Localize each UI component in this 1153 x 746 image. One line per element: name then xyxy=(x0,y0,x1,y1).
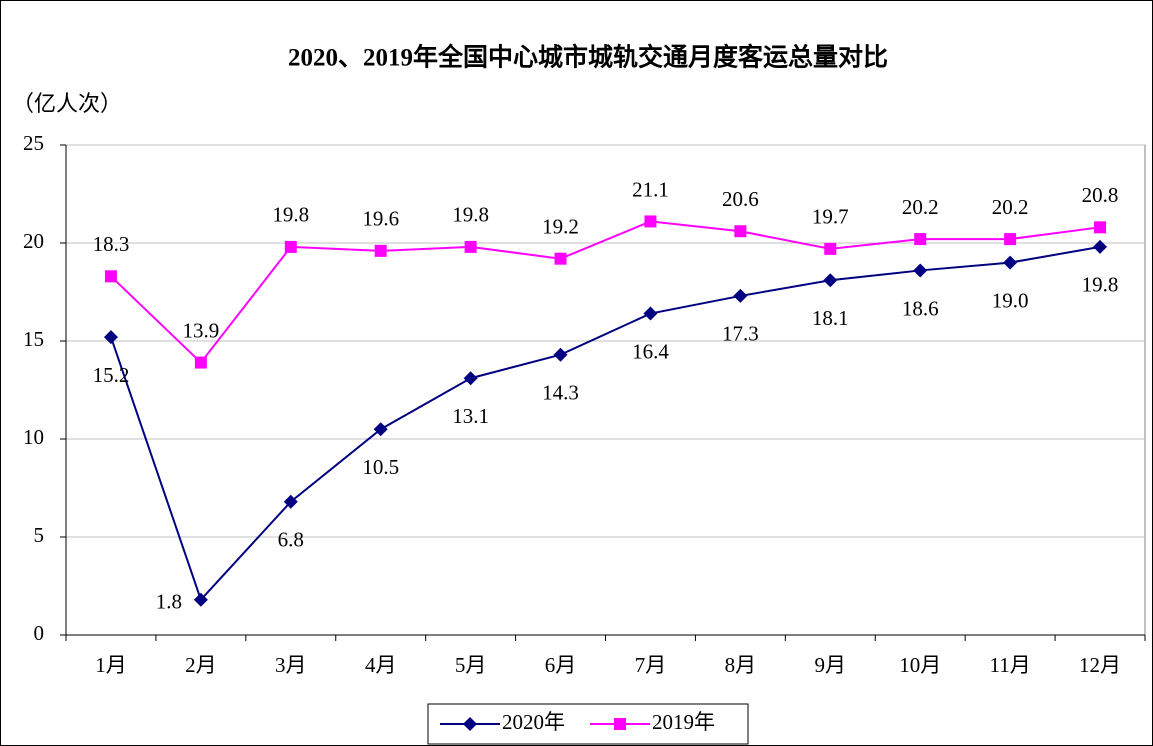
data-label: 6.8 xyxy=(278,528,304,552)
y-tick-label: 15 xyxy=(23,327,44,351)
data-point xyxy=(103,330,118,345)
data-label: 19.2 xyxy=(542,214,579,238)
data-label: 20.2 xyxy=(902,195,939,219)
data-point xyxy=(644,215,657,228)
data-label: 1.8 xyxy=(156,590,182,614)
data-label: 17.3 xyxy=(722,322,759,346)
series-line xyxy=(110,245,1101,602)
data-point xyxy=(734,225,747,238)
x-tick-label: 4月 xyxy=(365,653,397,677)
data-label: 20.6 xyxy=(722,187,759,211)
x-tick-label: 12月 xyxy=(1079,653,1121,677)
data-label: 20.8 xyxy=(1082,183,1119,207)
data-point xyxy=(104,270,117,283)
data-label: 19.8 xyxy=(452,203,489,227)
data-label: 19.7 xyxy=(812,205,849,229)
data-point xyxy=(373,422,388,437)
data-label: 16.4 xyxy=(632,339,669,363)
x-tick-label: 2月 xyxy=(185,653,217,677)
data-point xyxy=(1004,233,1017,246)
legend-label: 2020年 xyxy=(502,710,565,734)
data-label: 20.2 xyxy=(992,195,1029,219)
data-label: 19.8 xyxy=(272,203,309,227)
y-tick-label: 0 xyxy=(34,621,45,645)
x-tick-label: 3月 xyxy=(275,653,307,677)
data-point xyxy=(643,306,658,321)
legend-label: 2019年 xyxy=(652,710,715,734)
data-label: 19.6 xyxy=(362,207,399,231)
data-point xyxy=(914,233,927,246)
data-label: 15.2 xyxy=(93,363,130,387)
data-label: 13.9 xyxy=(183,318,220,342)
x-tick-label: 11月 xyxy=(990,653,1031,677)
data-point xyxy=(374,244,387,257)
y-axis-label: （亿人次） xyxy=(12,91,122,116)
data-point xyxy=(1093,239,1108,254)
data-point xyxy=(824,242,837,255)
legend-marker xyxy=(463,717,477,731)
y-tick-label: 10 xyxy=(23,425,44,449)
data-label: 13.1 xyxy=(452,404,489,428)
data-point xyxy=(733,288,748,303)
x-tick-label: 5月 xyxy=(455,653,487,677)
data-point xyxy=(913,263,928,278)
data-point xyxy=(193,592,208,607)
series-line xyxy=(110,220,1101,365)
legend-marker xyxy=(614,718,626,730)
x-tick-label: 1月 xyxy=(95,653,127,677)
data-label: 19.8 xyxy=(1082,273,1119,297)
data-point xyxy=(1094,221,1107,234)
y-tick-label: 25 xyxy=(23,131,44,155)
data-label: 10.5 xyxy=(362,455,399,479)
data-point xyxy=(463,371,478,386)
data-label: 18.6 xyxy=(902,296,939,320)
data-label: 21.1 xyxy=(632,177,669,201)
data-label: 19.0 xyxy=(992,288,1029,312)
plot-area xyxy=(65,144,1146,636)
data-point xyxy=(553,347,568,362)
x-tick-label: 9月 xyxy=(815,653,847,677)
data-point xyxy=(554,252,567,265)
data-point xyxy=(284,240,297,253)
data-point xyxy=(823,273,838,288)
x-tick-label: 7月 xyxy=(635,653,667,677)
y-tick-label: 20 xyxy=(23,229,44,253)
x-tick-label: 8月 xyxy=(725,653,757,677)
x-tick-label: 10月 xyxy=(899,653,941,677)
chart-title: 2020、2019年全国中心城市城轨交通月度客运总量对比 xyxy=(288,43,888,72)
data-label: 18.1 xyxy=(812,306,849,330)
data-point xyxy=(283,494,298,509)
data-label: 18.3 xyxy=(93,232,130,256)
data-point xyxy=(194,356,207,369)
y-tick-label: 5 xyxy=(34,523,45,547)
data-label: 14.3 xyxy=(542,381,579,405)
data-point xyxy=(1003,255,1018,270)
data-point xyxy=(464,240,477,253)
x-tick-label: 6月 xyxy=(545,653,577,677)
